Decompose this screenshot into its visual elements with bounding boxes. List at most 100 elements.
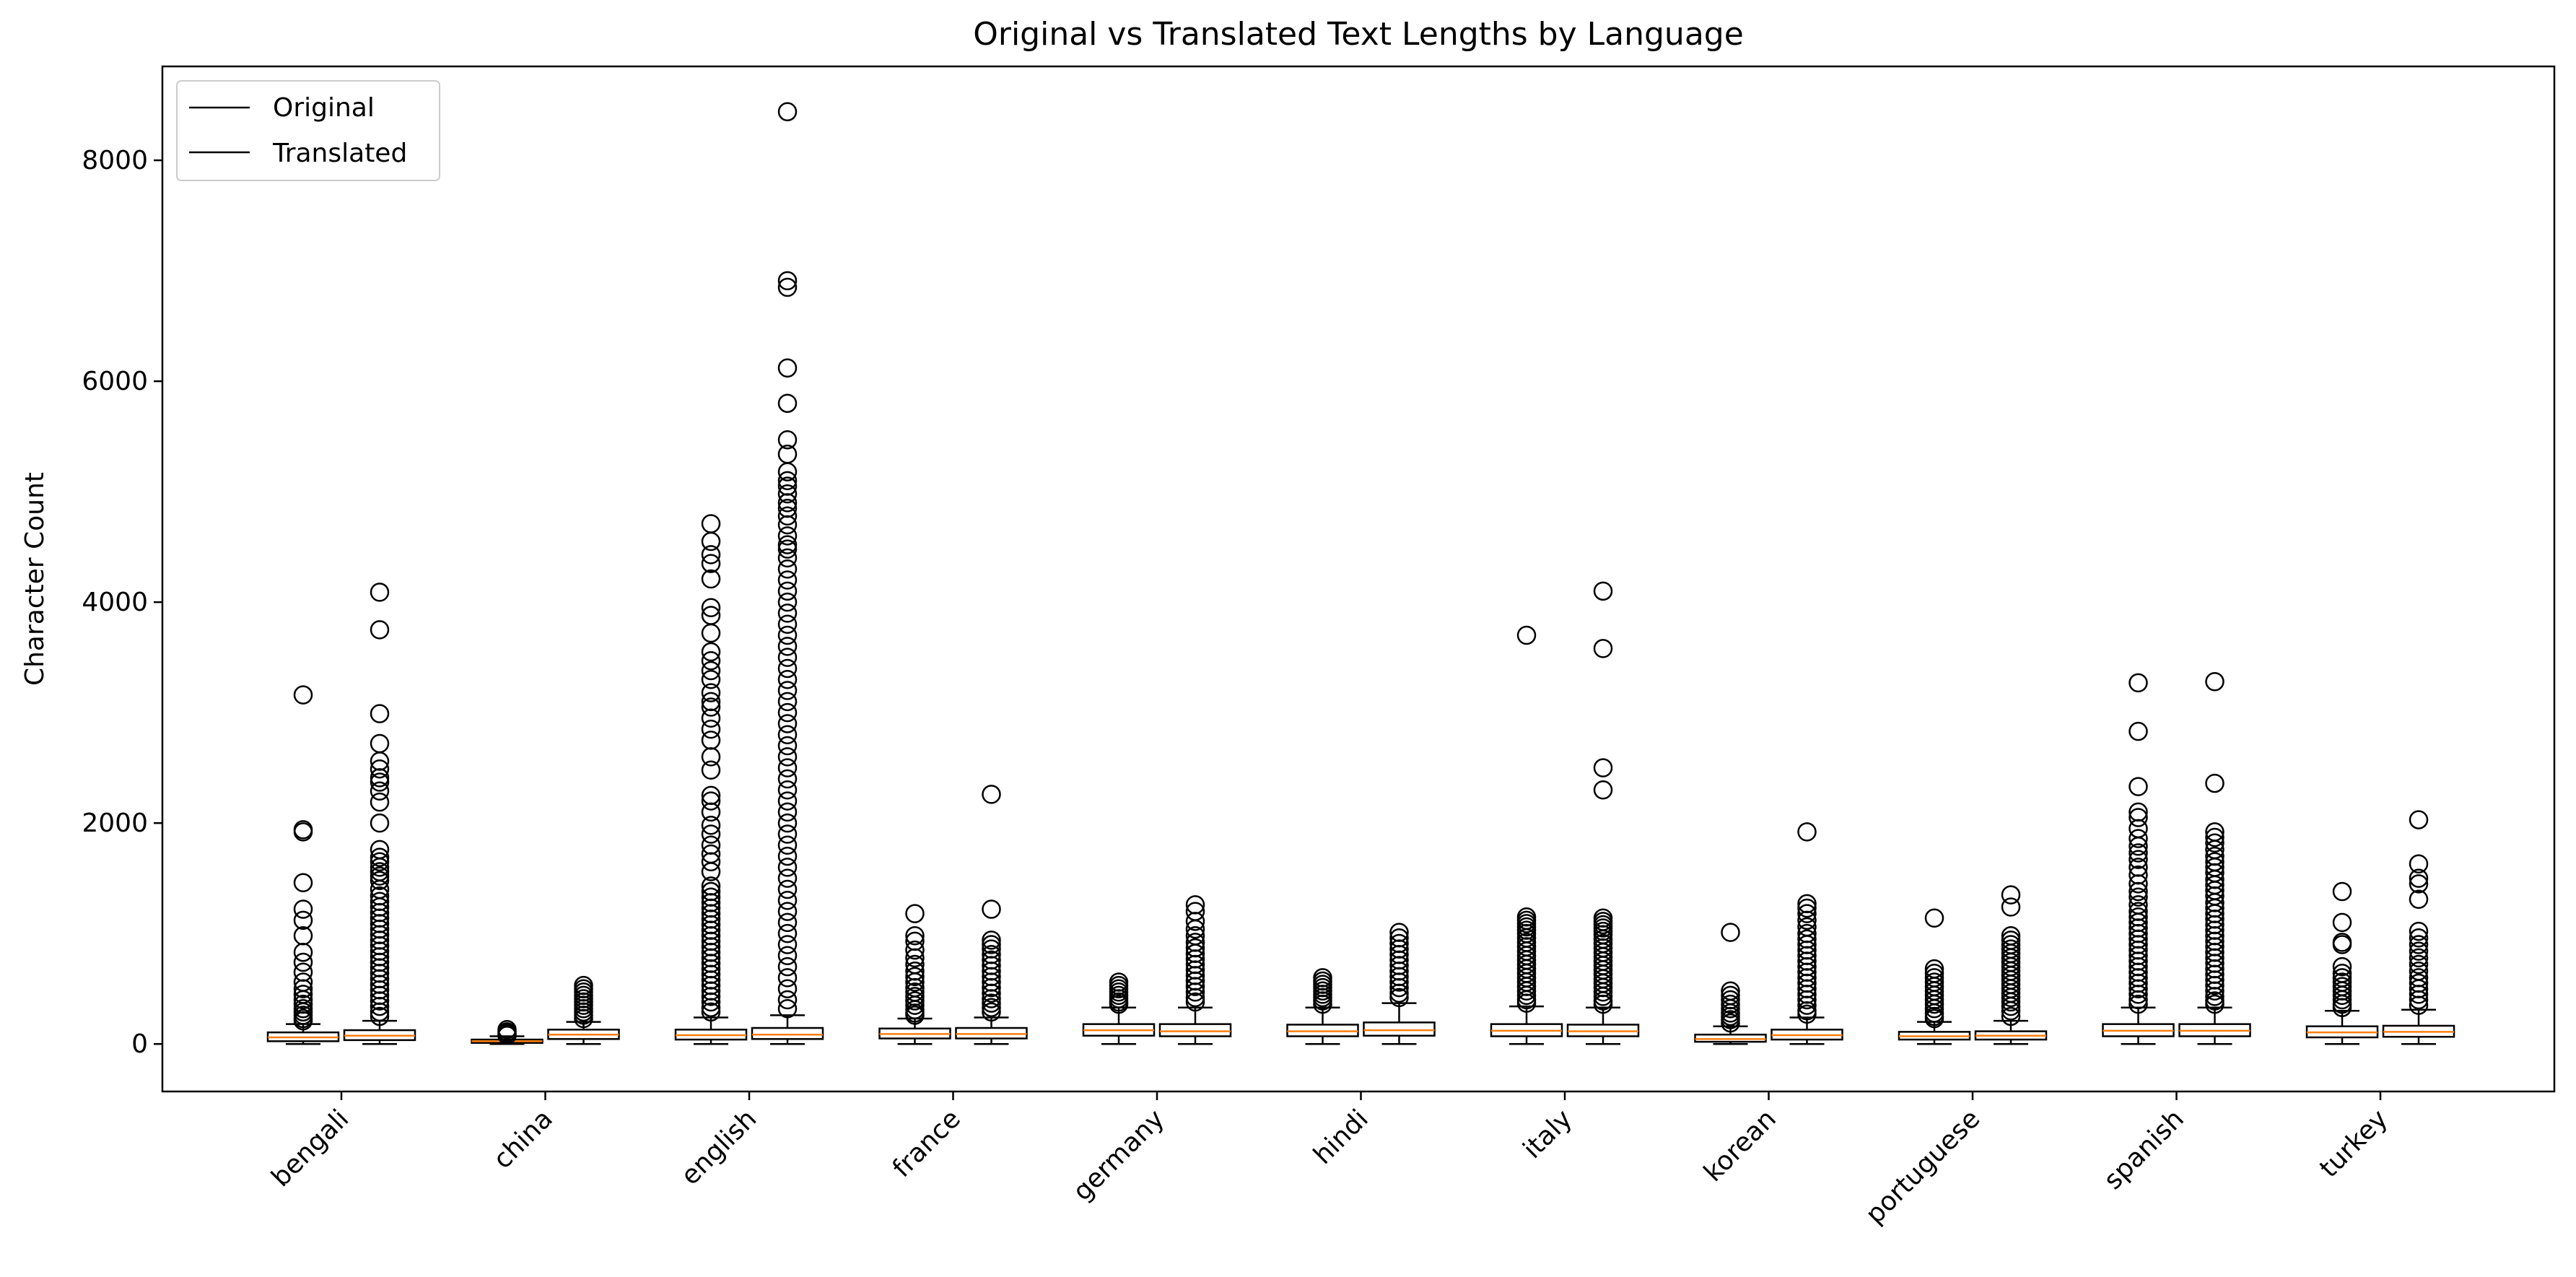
outlier-point (1516, 985, 1537, 1006)
outlier-point (2409, 990, 2429, 1010)
outlier-point (1185, 982, 1205, 1002)
outlier-point (2129, 990, 2148, 1010)
outlier-point (2001, 897, 2021, 917)
outlier-point (777, 946, 798, 966)
outlier-point (777, 669, 798, 689)
outlier-point (777, 358, 798, 378)
box-germany-translated (1158, 895, 1232, 1045)
outlier-point (777, 736, 798, 756)
outlier-point (701, 760, 721, 780)
outlier-point (777, 506, 798, 526)
outlier-point (701, 598, 721, 618)
outlier-point (777, 526, 798, 546)
outlier-point (777, 791, 798, 811)
outlier-point (982, 989, 1001, 1008)
outlier-point (982, 983, 1001, 1003)
outlier-point (370, 704, 390, 723)
outlier-point (982, 993, 1001, 1013)
outlier-point (1389, 977, 1409, 998)
outlier-point (777, 879, 798, 899)
outlier-point (370, 996, 390, 1016)
outlier-point (2129, 985, 2148, 1004)
legend-translated-label: Translated (272, 139, 407, 168)
outlier-point (777, 813, 798, 833)
outlier-point (701, 791, 721, 811)
outlier-point (293, 910, 313, 930)
outlier-point (777, 725, 798, 745)
outlier-point (2205, 672, 2224, 692)
outlier-point (777, 968, 798, 988)
outlier-point (982, 977, 1001, 998)
outlier-point (1185, 912, 1205, 931)
outlier-point (982, 899, 1001, 919)
outlier-point (293, 1011, 313, 1031)
outlier-point (701, 531, 721, 552)
outlier-point (1185, 988, 1205, 1008)
box-hindi-translated (1363, 923, 1436, 1045)
outlier-point (2205, 827, 2224, 847)
outlier-point (905, 967, 925, 987)
box-korean-translated (1771, 822, 1843, 1045)
outlier-point (1797, 910, 1817, 930)
outlier-point (777, 102, 798, 121)
box-bengali-translated (343, 583, 416, 1045)
outlier-point (777, 493, 798, 513)
outlier-point (1721, 994, 1740, 1014)
outlier-point (777, 625, 798, 645)
outlier-point (701, 554, 721, 573)
outlier-point (1185, 919, 1205, 939)
outlier-point (777, 956, 798, 977)
outlier-point (777, 570, 798, 590)
outlier-point (777, 998, 798, 1019)
outlier-point (370, 852, 390, 871)
outlier-point (2409, 854, 2429, 874)
outlier-point (982, 935, 1001, 954)
outlier-point (2129, 887, 2148, 907)
outlier-point (905, 1006, 925, 1025)
outlier-point (370, 781, 390, 801)
outlier-point (905, 991, 925, 1011)
outlier-point (370, 991, 390, 1011)
outlier-point (777, 393, 798, 413)
box-spanish-translated (2178, 672, 2251, 1045)
outlier-point (2409, 935, 2429, 954)
outlier-point (701, 862, 721, 881)
outlier-point (2332, 990, 2352, 1010)
outlier-point (2205, 773, 2224, 793)
outlier-point (1593, 982, 1613, 1002)
y-tick-label: 0 (131, 1029, 148, 1059)
box-turkey-translated (2382, 810, 2455, 1045)
outlier-point (1721, 1013, 1740, 1033)
outlier-point (777, 648, 798, 667)
outlier-point (293, 942, 313, 962)
outlier-point (2129, 808, 2148, 827)
outlier-point (2129, 673, 2148, 693)
outlier-point (777, 858, 798, 877)
outlier-point (701, 802, 721, 822)
outlier-point (905, 995, 925, 1015)
box-portuguese-translated (1974, 885, 2048, 1045)
outlier-point (777, 681, 798, 700)
outlier-point (1797, 990, 1817, 1010)
outlier-point (777, 835, 798, 855)
box-hindi-original (1286, 968, 1359, 1045)
outlier-point (701, 719, 721, 739)
outlier-point (1593, 987, 1613, 1006)
outlier-point (1389, 983, 1409, 1003)
outlier-point (701, 683, 721, 702)
outlier-point (2001, 1006, 2021, 1027)
outlier-point (777, 548, 798, 568)
box-bengali-original (266, 685, 340, 1045)
outlier-point (905, 948, 925, 968)
outlier-point (293, 822, 313, 842)
outlier-point (777, 271, 798, 291)
outlier-point (293, 952, 313, 972)
outlier-point (777, 484, 798, 504)
outlier-point (777, 935, 798, 954)
outlier-point (370, 772, 390, 792)
outlier-point (2205, 833, 2224, 853)
outlier-point (701, 661, 721, 681)
outlier-point (370, 847, 390, 867)
outlier-point (777, 780, 798, 800)
outlier-point (370, 858, 390, 877)
